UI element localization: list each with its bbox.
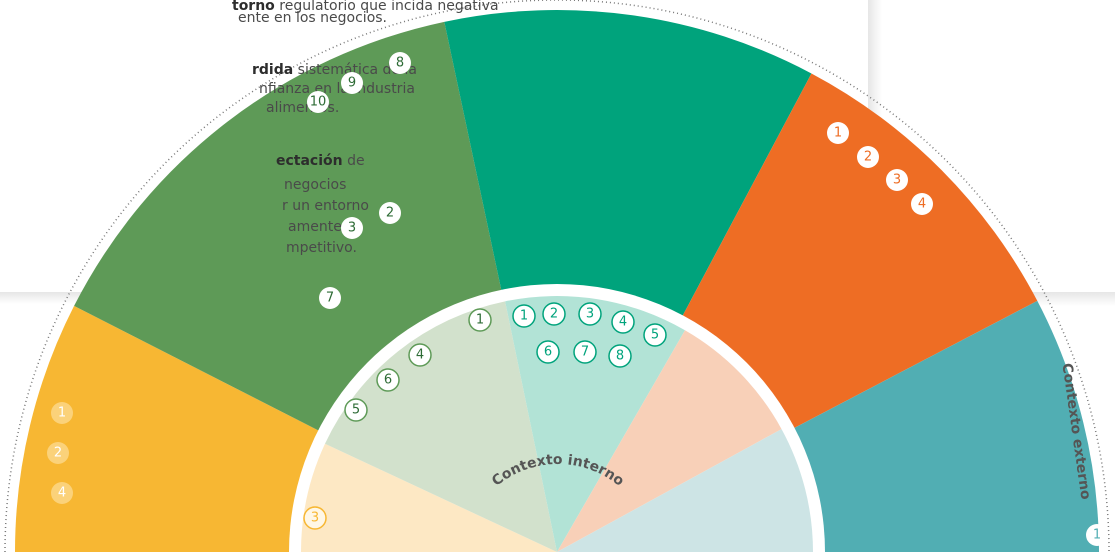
number-label: 2 bbox=[386, 206, 394, 221]
number-label: 1 bbox=[58, 406, 66, 421]
number-badge bbox=[827, 122, 849, 144]
intro-rest: de bbox=[343, 153, 365, 169]
number-label: 3 bbox=[348, 221, 356, 236]
number-label: 2 bbox=[550, 307, 558, 322]
number-label: 7 bbox=[326, 291, 334, 306]
intro-line: mpetitivo. bbox=[286, 240, 357, 256]
intro-rest: negocios bbox=[284, 177, 346, 193]
number-label: 5 bbox=[651, 328, 659, 343]
number-badge bbox=[578, 302, 602, 326]
number-badge bbox=[886, 169, 908, 191]
number-badge bbox=[468, 308, 492, 332]
number-badge bbox=[643, 323, 667, 347]
number-badge bbox=[376, 368, 400, 392]
number-label: 7 bbox=[581, 345, 589, 360]
number-badge bbox=[51, 482, 73, 504]
number-badge bbox=[51, 402, 73, 424]
number-badge bbox=[389, 52, 411, 74]
number-label: 4 bbox=[918, 197, 926, 212]
intro-rest: sistemática de la bbox=[293, 62, 417, 78]
intro-line: ente en los negocios. bbox=[238, 10, 387, 26]
number-badge bbox=[47, 442, 69, 464]
number-label: 4 bbox=[619, 315, 627, 330]
number-label: 1 bbox=[1093, 528, 1101, 543]
intro-line: amente bbox=[288, 219, 342, 235]
number-label: 1 bbox=[476, 313, 484, 328]
number-label: 4 bbox=[416, 348, 424, 363]
number-badge bbox=[573, 340, 597, 364]
inner-sector bbox=[324, 301, 557, 552]
intro-bold: rdida bbox=[252, 62, 293, 78]
number-badge bbox=[408, 343, 432, 367]
number-label: 9 bbox=[348, 76, 356, 91]
number-label: 3 bbox=[893, 173, 901, 188]
intro-line: nfianza en la industria bbox=[259, 81, 415, 97]
number-label: 5 bbox=[352, 403, 360, 418]
number-badge bbox=[307, 91, 329, 113]
number-badge bbox=[911, 193, 933, 215]
inner-sector bbox=[301, 443, 557, 552]
number-badge bbox=[344, 398, 368, 422]
intro-bold: torno bbox=[232, 0, 275, 14]
number-label: 1 bbox=[520, 309, 528, 324]
intro-rest: mpetitivo. bbox=[286, 240, 357, 256]
intro-bold: ectación bbox=[276, 153, 343, 169]
number-label: 6 bbox=[384, 373, 392, 388]
intro-rest: amente bbox=[288, 219, 342, 235]
inner-sector bbox=[557, 429, 813, 552]
intro-line: torno regulatorio que incida negativa bbox=[232, 0, 499, 14]
number-badge bbox=[608, 344, 632, 368]
number-badge bbox=[303, 506, 327, 530]
number-label: 6 bbox=[544, 345, 552, 360]
number-label: 8 bbox=[616, 349, 624, 364]
intro-line: ectación de bbox=[276, 153, 365, 169]
number-badge bbox=[512, 304, 536, 328]
number-label: 10 bbox=[310, 95, 327, 110]
intro-rest: r un entorno bbox=[282, 198, 369, 214]
number-label: 2 bbox=[864, 150, 872, 165]
number-badge bbox=[341, 217, 363, 239]
number-badge bbox=[1086, 524, 1108, 546]
number-badge bbox=[536, 340, 560, 364]
number-badge bbox=[341, 72, 363, 94]
number-badge bbox=[379, 202, 401, 224]
number-label: 1 bbox=[834, 126, 842, 141]
number-label: 3 bbox=[586, 307, 594, 322]
number-badge bbox=[542, 302, 566, 326]
number-badge bbox=[611, 310, 635, 334]
outer-dotted-arc bbox=[4, 0, 1110, 553]
number-label: 3 bbox=[311, 511, 319, 526]
number-badge bbox=[319, 287, 341, 309]
intro-line: rdida sistemática de la bbox=[252, 62, 417, 78]
intro-line: negocios bbox=[284, 177, 346, 193]
intro-line: r un entorno bbox=[282, 198, 369, 214]
intro-rest: regulatorio que incida negativa bbox=[275, 0, 499, 14]
number-badge bbox=[857, 146, 879, 168]
inner-sector bbox=[557, 330, 782, 552]
number-label: 4 bbox=[58, 486, 66, 501]
number-label: 8 bbox=[396, 56, 404, 71]
intro-rest: nfianza en la industria bbox=[259, 81, 415, 97]
intro-rest: ente en los negocios. bbox=[238, 10, 387, 26]
number-label: 2 bbox=[54, 446, 62, 461]
